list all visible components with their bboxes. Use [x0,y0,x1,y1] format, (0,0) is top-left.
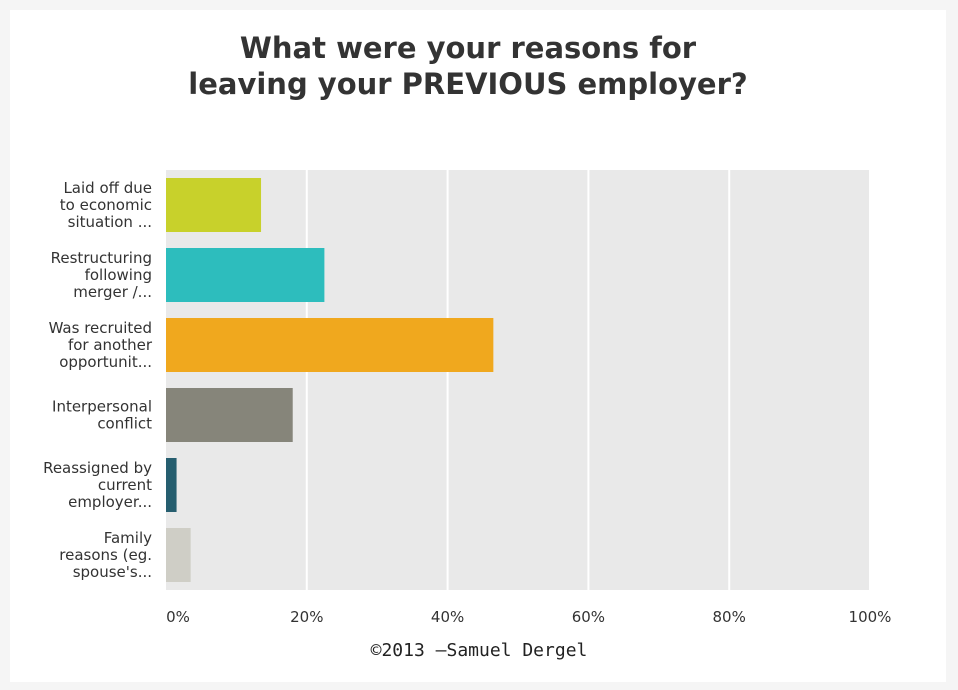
category-label-line: reasons (eg. [59,546,152,564]
chart-title: What were your reasons for leaving your … [0,30,936,102]
category-label: Laid off due to economic situation ... [60,179,152,231]
bar [166,318,494,372]
category-labels: Laid off due to economic situation ... Rest… [43,179,153,581]
category-label: Was recruited for another opportunit... [49,319,153,371]
category-label-line: Interpersonal [52,398,152,416]
category-label-line: situation ... [68,213,152,231]
copyright-credit: ©2013 —Samuel Dergel [370,640,588,661]
chart-title-line-1: What were your reasons for [239,31,697,65]
category-label-line: current [98,476,152,494]
category-label-line: Was recruited [49,319,152,337]
bar [166,528,191,582]
category-label-line: Laid off due [63,179,152,197]
category-label: Interpersonal conflict [52,398,152,433]
grid-lines [305,170,871,590]
bar [166,388,293,442]
category-label-line: Restructuring [51,249,152,267]
plot-area [166,170,870,590]
x-tick-label: 60% [572,608,605,626]
category-label-line: to economic [60,196,152,214]
category-label-line: merger /... [73,283,152,301]
category-label: Reassigned by current employer... [43,459,152,511]
category-label-line: conflict [97,415,152,433]
bar [166,458,177,512]
x-tick-labels: 0% 20% 40% 60% 80% 100% [166,608,891,626]
bar [166,248,325,302]
x-tick-label: 100% [849,608,892,626]
category-label-line: opportunit... [59,353,152,371]
category-label-line: for another [68,336,153,354]
x-tick-label: 40% [431,608,464,626]
category-label: Family reasons (eg. spouse's... [59,529,152,581]
category-label-line: employer... [68,493,152,511]
x-tick-label: 80% [713,608,746,626]
x-tick-label: 20% [290,608,323,626]
category-label-line: Reassigned by [43,459,152,477]
bar [166,178,262,232]
chart-title-line-2: leaving your PREVIOUS employer? [188,67,748,101]
category-label-line: spouse's... [73,563,152,581]
x-tick-label: 0% [166,608,190,626]
bars [166,178,494,582]
category-label-line: Family [104,529,152,547]
category-label: Restructuring following merger /... [51,249,152,301]
category-label-line: following [85,266,152,284]
